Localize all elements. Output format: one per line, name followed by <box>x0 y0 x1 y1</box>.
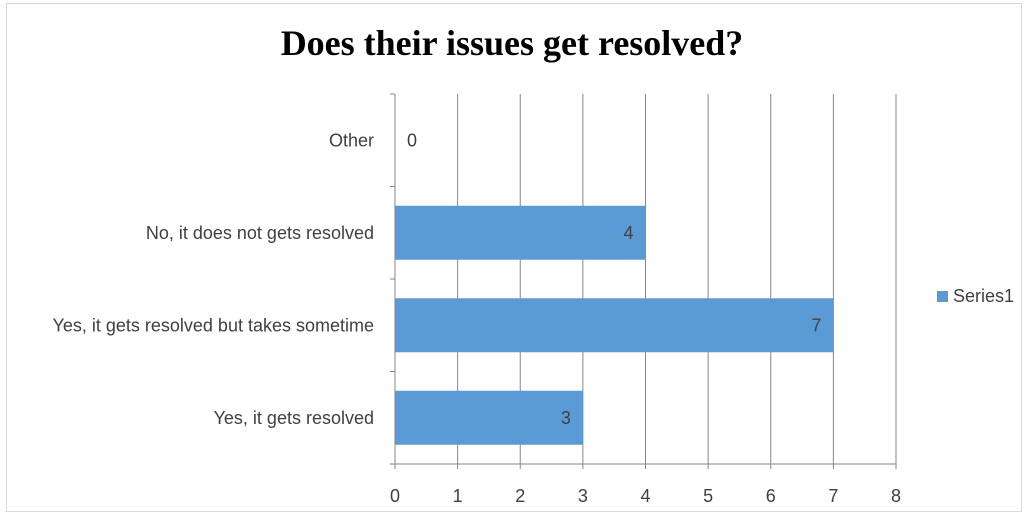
bar <box>395 298 834 353</box>
category-label: Other <box>329 130 374 150</box>
data-label: 7 <box>811 315 821 335</box>
data-label: 4 <box>623 223 633 243</box>
bar <box>395 205 646 260</box>
x-tick-label: 4 <box>640 486 650 506</box>
category-label: No, it does not gets resolved <box>146 223 374 243</box>
x-tick-label: 5 <box>703 486 713 506</box>
chart-title: Does their issues get resolved? <box>280 23 744 63</box>
category-label: Yes, it gets resolved but takes sometime <box>53 315 375 335</box>
legend-swatch <box>937 291 948 302</box>
category-label: Yes, it gets resolved <box>214 408 374 428</box>
x-tick-label: 0 <box>390 486 400 506</box>
x-tick-label: 2 <box>515 486 525 506</box>
x-tick-label: 1 <box>453 486 463 506</box>
x-tick-label: 7 <box>828 486 838 506</box>
x-tick-label: 8 <box>891 486 901 506</box>
bar <box>395 390 583 445</box>
x-tick-label: 3 <box>578 486 588 506</box>
legend-label: Series1 <box>953 286 1014 306</box>
data-label: 0 <box>407 130 417 150</box>
x-tick-label: 6 <box>766 486 776 506</box>
data-label: 3 <box>561 408 571 428</box>
